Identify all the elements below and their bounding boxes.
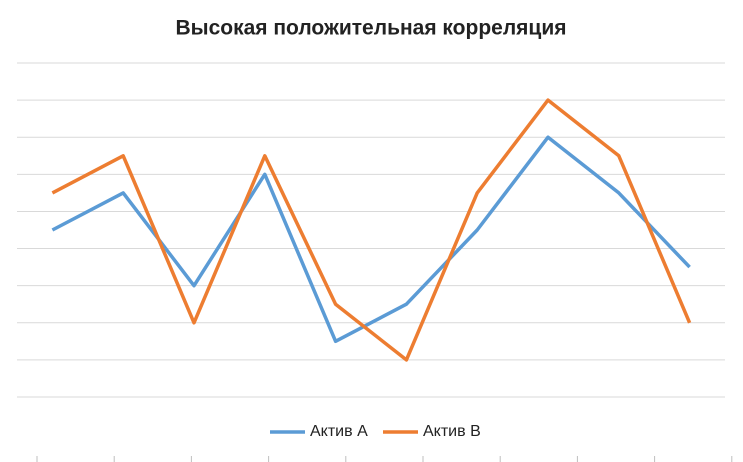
legend-label: Актив А [310, 423, 368, 440]
legend-label: Актив В [423, 423, 481, 440]
chart-title: Высокая положительная корреляция [175, 17, 566, 40]
series-line [51, 98, 692, 362]
